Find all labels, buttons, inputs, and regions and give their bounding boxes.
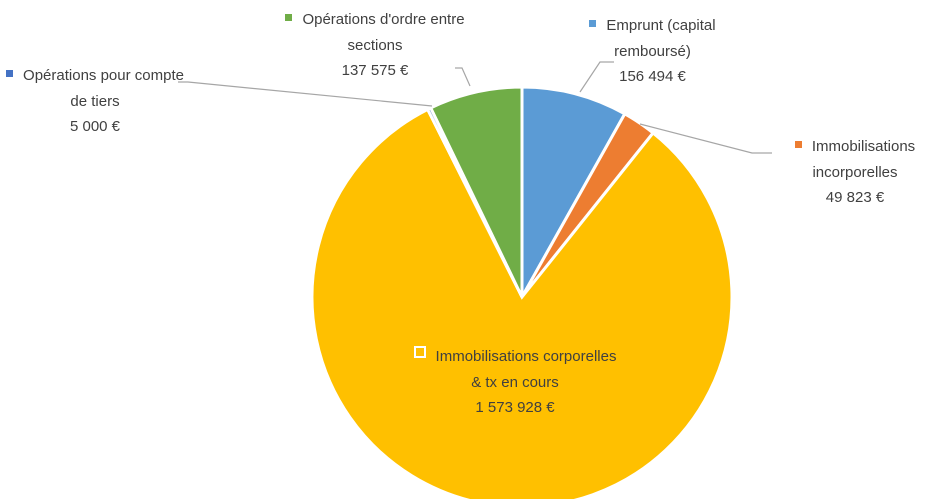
label-value: 5 000 € xyxy=(69,118,121,135)
label-value: 49 823 € xyxy=(825,189,885,206)
label-text: Emprunt (capital remboursé) xyxy=(606,17,716,60)
pie-slice xyxy=(520,85,627,303)
legend-marker xyxy=(413,346,426,358)
label-text: Opérations pour compte de tiers xyxy=(23,67,184,110)
label-name: Immobilisations incorporelles xyxy=(772,134,938,185)
legend-marker xyxy=(285,14,293,21)
data-label: Emprunt (capital remboursé) 156 494 € xyxy=(570,13,735,90)
leader-line xyxy=(455,67,471,87)
legend-marker xyxy=(794,141,802,148)
data-label: Opérations d'ordre entre sections 137 575… xyxy=(265,7,485,84)
data-label: Immobilisations corporelles & tx en cour… xyxy=(410,344,620,421)
label-name: Emprunt (capital remboursé) xyxy=(570,13,735,64)
pie-slice xyxy=(310,107,734,499)
leader-line xyxy=(639,123,772,154)
leader-line xyxy=(178,81,433,107)
label-value: 137 575 € xyxy=(341,62,409,79)
pie-slice xyxy=(428,85,524,298)
legend-marker xyxy=(6,70,14,77)
data-label: Immobilisations incorporelles 49 823 € xyxy=(772,134,938,211)
label-name: Immobilisations corporelles & tx en cour… xyxy=(410,344,620,395)
data-label: Opérations pour compte de tiers 5 000 € xyxy=(5,63,185,140)
leader-line xyxy=(579,61,614,93)
label-name: Opérations d'ordre entre sections xyxy=(265,7,485,58)
label-name: Opérations pour compte de tiers xyxy=(5,63,185,114)
label-value: 156 494 € xyxy=(619,68,686,85)
label-text: Immobilisations corporelles & tx en cour… xyxy=(435,348,617,391)
label-text: Opérations d'ordre entre sections xyxy=(302,11,465,54)
legend-marker xyxy=(589,20,597,27)
label-value: 1 573 928 € xyxy=(475,399,555,416)
label-text: Immobilisations incorporelles xyxy=(811,138,916,181)
